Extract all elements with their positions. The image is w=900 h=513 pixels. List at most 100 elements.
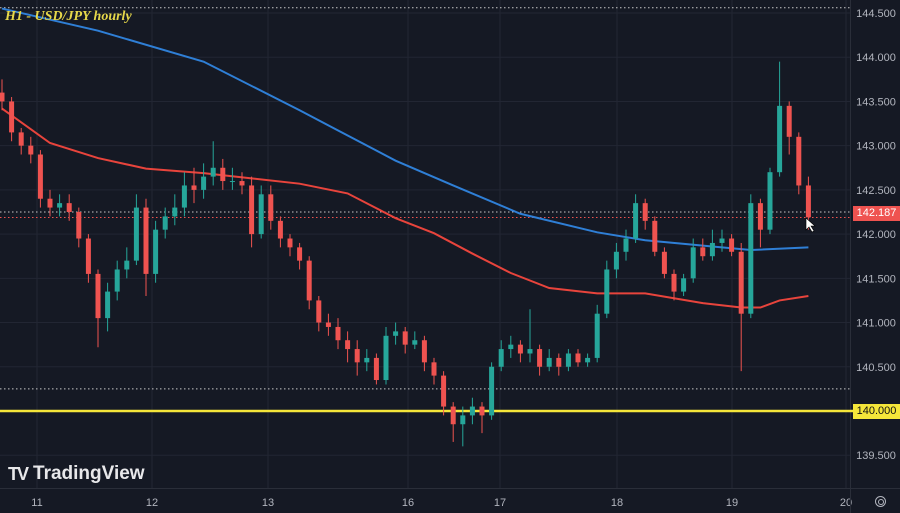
candle-body	[0, 92, 5, 102]
candle-body	[268, 194, 274, 221]
candle-body	[719, 238, 725, 243]
candle-body	[412, 340, 418, 345]
logo-text: TradingView	[33, 463, 145, 484]
x-tick-label: 11	[31, 497, 42, 509]
candle-body	[585, 357, 591, 363]
candle-body	[105, 291, 111, 319]
candle-body	[162, 216, 168, 230]
candle-body	[345, 340, 351, 350]
candle-body	[316, 300, 322, 323]
candle-body	[277, 220, 283, 239]
candle-body	[681, 278, 687, 292]
candle-body	[661, 251, 667, 274]
candle-body	[565, 353, 571, 367]
candle-body	[133, 207, 139, 261]
y-tick-label: 143.000	[856, 141, 896, 153]
x-tick-label: 19	[726, 497, 738, 509]
candle-body	[546, 357, 552, 367]
y-tick-label: 139.500	[856, 450, 896, 462]
candle-body	[594, 313, 600, 358]
candle-body	[18, 132, 24, 146]
candle-body	[201, 176, 207, 190]
candle-body	[604, 269, 610, 314]
moving-average-blue	[1, 7, 809, 252]
y-tick-label: 141.000	[856, 318, 896, 330]
candle-body	[364, 357, 370, 363]
candle-body	[354, 349, 360, 363]
candle-body	[114, 269, 120, 292]
candle-body	[613, 251, 619, 270]
candle-body	[297, 247, 303, 261]
candle-body	[517, 344, 523, 354]
candle-body	[229, 181, 235, 183]
y-tick-label: 144.500	[856, 8, 896, 20]
candle-body	[95, 273, 101, 319]
candle-body	[527, 349, 533, 354]
candle-body	[642, 203, 648, 221]
candle-body	[469, 406, 475, 416]
candle-body	[325, 322, 331, 327]
candle-body	[786, 105, 792, 137]
candle-body	[796, 136, 802, 186]
candle-body	[402, 331, 408, 345]
x-tick-label: 13	[262, 497, 274, 509]
y-tick-label: 142.000	[856, 229, 896, 241]
candle-body	[709, 242, 715, 257]
candle-body	[9, 101, 15, 133]
candle-body	[220, 167, 226, 182]
candle-body	[143, 207, 149, 274]
y-tick-label: 141.500	[856, 273, 896, 285]
moving-average-red	[1, 107, 809, 309]
candle-body	[57, 203, 63, 208]
x-tick-label: 16	[402, 497, 414, 509]
candle-body	[748, 203, 754, 314]
settings-gear-icon[interactable]	[875, 496, 886, 507]
mouse-cursor-icon	[805, 217, 816, 233]
candle-body	[124, 260, 130, 270]
candle-body	[249, 185, 255, 235]
y-tick-label: 143.500	[856, 96, 896, 108]
candle-body	[85, 238, 91, 274]
candle-body	[460, 415, 466, 425]
y-tick-label: 140.500	[856, 362, 896, 374]
candle-body	[729, 238, 735, 252]
chart-title: H1 - USD/JPY hourly	[5, 9, 132, 24]
candle-body	[393, 331, 399, 336]
candle-body	[738, 251, 744, 314]
candle-body	[210, 167, 216, 177]
candle-body	[479, 406, 485, 416]
x-tick-label: 12	[146, 497, 158, 509]
candle-body	[66, 203, 72, 212]
candle-body	[556, 357, 562, 367]
candle-body	[239, 181, 245, 186]
candle-body	[258, 194, 264, 235]
x-tick-label: 17	[494, 497, 506, 509]
candle-body	[450, 406, 456, 425]
x-tick-label: 20	[840, 497, 852, 509]
candle-body	[700, 247, 706, 257]
candle-body	[767, 172, 773, 230]
candle-body	[287, 238, 293, 248]
support-level-label: 140.000	[853, 404, 900, 419]
candle-body	[306, 260, 312, 301]
y-tick-label: 144.000	[856, 52, 896, 64]
candle-body	[805, 185, 811, 218]
candle-body	[172, 207, 178, 217]
candle-body	[441, 375, 447, 407]
candle-body	[508, 344, 514, 350]
candle-body	[335, 326, 341, 341]
candle-body	[431, 362, 437, 376]
candle-body	[757, 203, 763, 230]
candle-body	[489, 366, 495, 416]
candle-body	[421, 340, 427, 363]
candle-body	[191, 185, 197, 190]
candle-body	[181, 185, 187, 208]
candle-body	[690, 247, 696, 279]
candle-body	[28, 145, 34, 155]
candle-body	[652, 220, 658, 252]
candle-body	[373, 357, 379, 381]
y-tick-label: 142.500	[856, 185, 896, 197]
candle-body	[76, 211, 82, 239]
candle-body	[153, 229, 159, 274]
